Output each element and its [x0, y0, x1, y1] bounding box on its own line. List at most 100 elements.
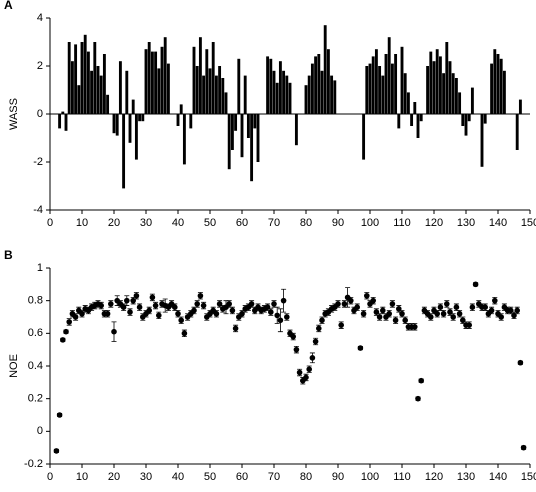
bar	[515, 114, 519, 150]
bar	[454, 78, 458, 114]
bar	[246, 114, 250, 138]
point	[488, 307, 495, 314]
bar	[67, 42, 71, 114]
point	[274, 312, 281, 319]
bar	[406, 92, 410, 114]
bar	[470, 87, 474, 114]
bar	[58, 114, 62, 129]
bar	[387, 37, 391, 115]
bar	[74, 44, 78, 114]
x-tick-label: 0	[47, 471, 53, 483]
point	[98, 302, 104, 309]
point	[418, 377, 425, 384]
bar	[502, 70, 506, 114]
point	[293, 346, 300, 353]
point	[370, 297, 377, 304]
x-tick-label: 130	[457, 471, 475, 483]
bar	[208, 68, 212, 114]
bar	[320, 70, 324, 114]
point	[437, 304, 444, 311]
point	[271, 301, 277, 307]
bar	[400, 46, 404, 114]
point	[357, 345, 364, 351]
point	[338, 322, 345, 328]
point	[453, 304, 460, 311]
bar	[125, 70, 129, 114]
x-tick-label: 50	[204, 471, 216, 483]
y-tick-label: 0.4	[28, 360, 43, 372]
point	[354, 304, 361, 311]
x-tick-label: 30	[140, 471, 152, 483]
bar	[323, 25, 327, 115]
bar	[368, 63, 372, 114]
point	[172, 304, 178, 311]
bar	[138, 114, 142, 122]
y-tick-label: 0.6	[28, 327, 43, 339]
bar	[282, 70, 286, 114]
bar	[106, 94, 110, 114]
bar	[365, 66, 369, 114]
bar	[234, 114, 238, 131]
bar	[317, 54, 321, 114]
bar	[122, 114, 126, 189]
panel-label: B	[4, 248, 13, 262]
point	[181, 330, 188, 337]
x-tick-label: 90	[332, 217, 344, 229]
y-tick-label: 0	[37, 425, 43, 437]
bar	[307, 75, 311, 114]
x-tick-label: 150	[521, 471, 536, 483]
bar	[374, 49, 378, 115]
bar	[70, 61, 74, 114]
bar	[458, 92, 462, 114]
bar	[285, 75, 289, 114]
point	[517, 359, 524, 366]
point	[466, 322, 473, 328]
bar	[384, 54, 388, 114]
point	[335, 301, 341, 307]
bar	[493, 49, 497, 115]
point	[482, 304, 489, 311]
point	[194, 301, 200, 307]
bar	[160, 46, 164, 114]
bar	[467, 114, 471, 122]
x-tick-label: 40	[172, 471, 184, 483]
x-tick-label: 110	[393, 217, 411, 229]
point	[514, 307, 520, 314]
bar	[211, 42, 215, 114]
bar	[275, 82, 279, 114]
point	[472, 281, 479, 288]
bar	[176, 114, 180, 126]
point	[456, 310, 463, 317]
bar	[99, 75, 103, 114]
point	[175, 310, 181, 317]
bar	[272, 70, 276, 114]
bar	[448, 61, 452, 114]
bar	[214, 75, 218, 114]
bar	[115, 114, 119, 136]
x-tick-label: 120	[425, 471, 443, 483]
bar	[192, 46, 196, 114]
y-tick-label: 0.2	[28, 393, 43, 405]
point	[415, 395, 421, 402]
bar	[278, 61, 282, 114]
point	[104, 310, 111, 317]
bar	[195, 66, 199, 114]
x-tick-label: 10	[76, 217, 88, 229]
point	[392, 317, 399, 324]
point	[136, 304, 143, 311]
bar	[80, 42, 84, 114]
bar	[90, 70, 94, 114]
point	[56, 412, 63, 418]
x-tick-label: 50	[204, 217, 216, 229]
bar	[256, 114, 260, 162]
point	[520, 444, 527, 451]
bar	[429, 51, 433, 114]
bar	[518, 99, 522, 114]
y-tick-label: 2	[37, 60, 43, 72]
point	[72, 314, 79, 320]
bar	[499, 58, 503, 114]
bar	[397, 114, 401, 129]
point	[229, 307, 236, 314]
bar	[381, 75, 385, 114]
bar	[218, 66, 222, 114]
